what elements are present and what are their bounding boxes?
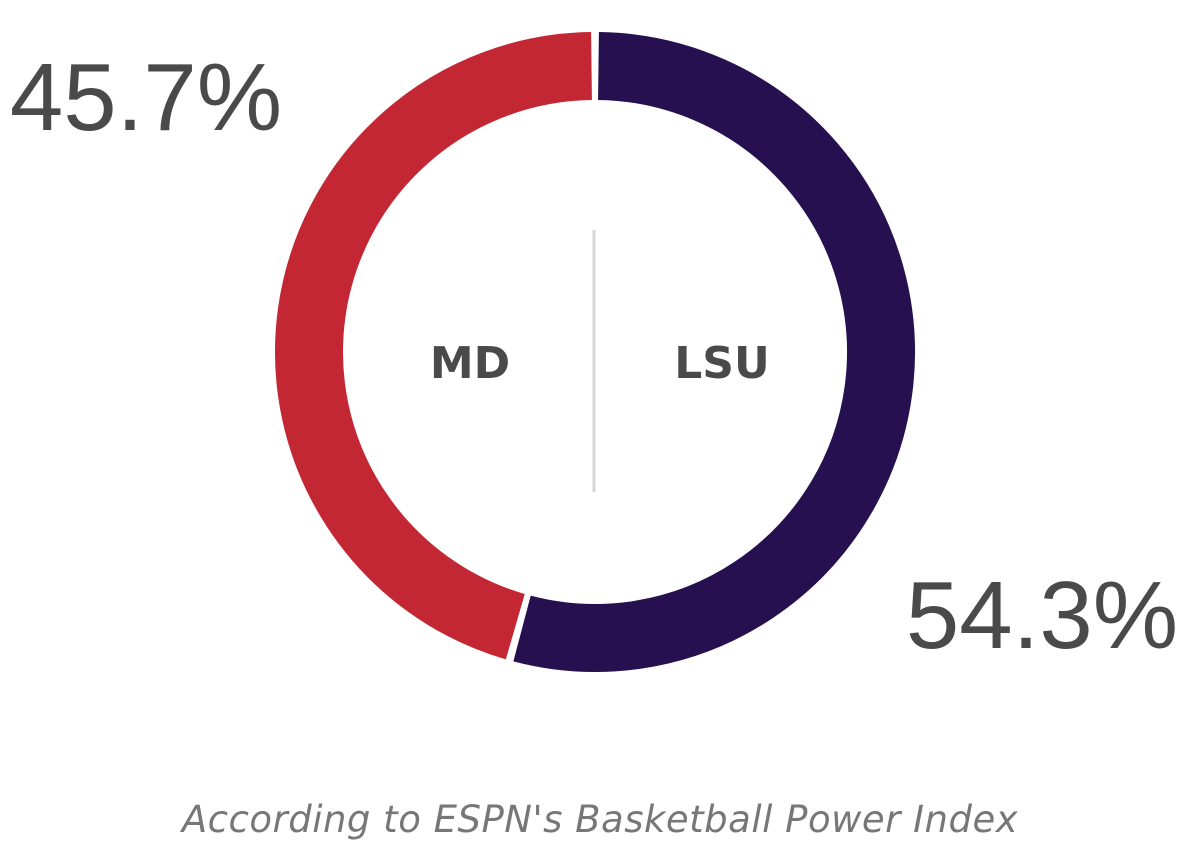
percent-label-lsu: 54.3% (906, 562, 1178, 669)
percent-label-md: 45.7% (10, 44, 282, 151)
team-label-lsu: LSU (674, 338, 769, 389)
donut-slice-lsu (513, 32, 915, 672)
donut-slice-md (275, 32, 592, 660)
source-caption: According to ESPN's Basketball Power Ind… (181, 798, 1019, 841)
donut-slices (275, 32, 915, 672)
team-label-md: MD (430, 338, 510, 389)
